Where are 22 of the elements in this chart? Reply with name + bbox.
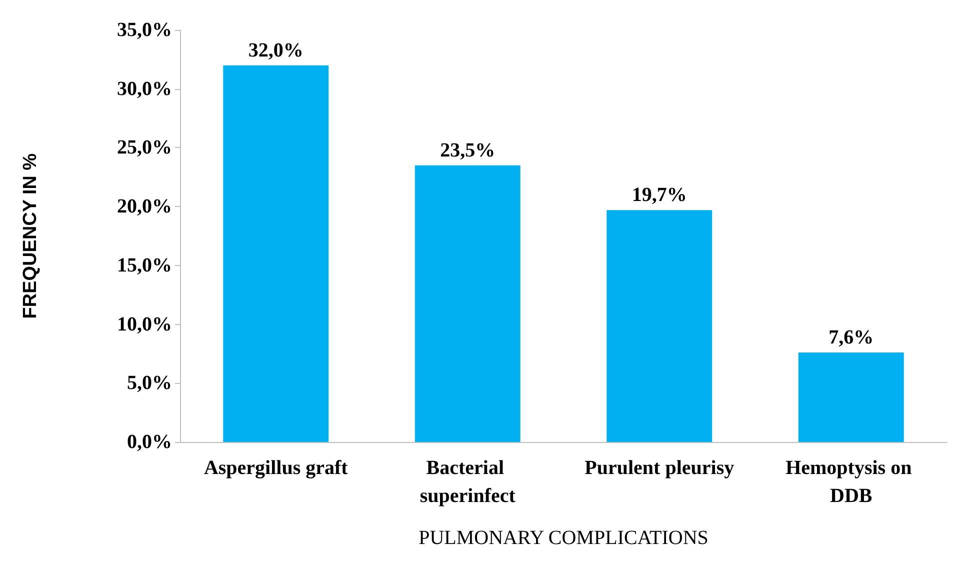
y-tick-label: 25,0%	[117, 136, 172, 159]
bar	[223, 65, 329, 442]
x-tick-label: Purulent pleurisy	[584, 457, 734, 479]
y-tick-label: 10,0%	[117, 313, 172, 336]
y-tick-label: 20,0%	[117, 196, 172, 218]
y-tick-label: 0,0%	[127, 431, 172, 453]
x-tick-label: Bacterial superinfect	[420, 457, 516, 507]
y-tick-label: 30,0%	[117, 78, 172, 100]
data-label: 23,5%	[440, 139, 496, 162]
y-tick-label: 35,0%	[117, 19, 172, 41]
data-label: 7,6%	[828, 326, 874, 349]
bar	[798, 352, 904, 442]
y-axis-title: FREQUENCY IN %	[20, 153, 41, 319]
data-label: 19,7%	[632, 184, 687, 206]
x-tick-label: Aspergillus graft	[204, 457, 348, 479]
bar	[414, 165, 520, 442]
x-axis-title: PULMONARY COMPLICATIONS	[418, 527, 708, 549]
y-tick-label: 15,0%	[117, 254, 172, 276]
bar	[606, 210, 712, 442]
data-label: 32,0%	[248, 39, 304, 62]
y-tick-label: 5,0%	[127, 372, 172, 394]
x-tick-label: Hemoptysis on DDB	[786, 457, 917, 507]
